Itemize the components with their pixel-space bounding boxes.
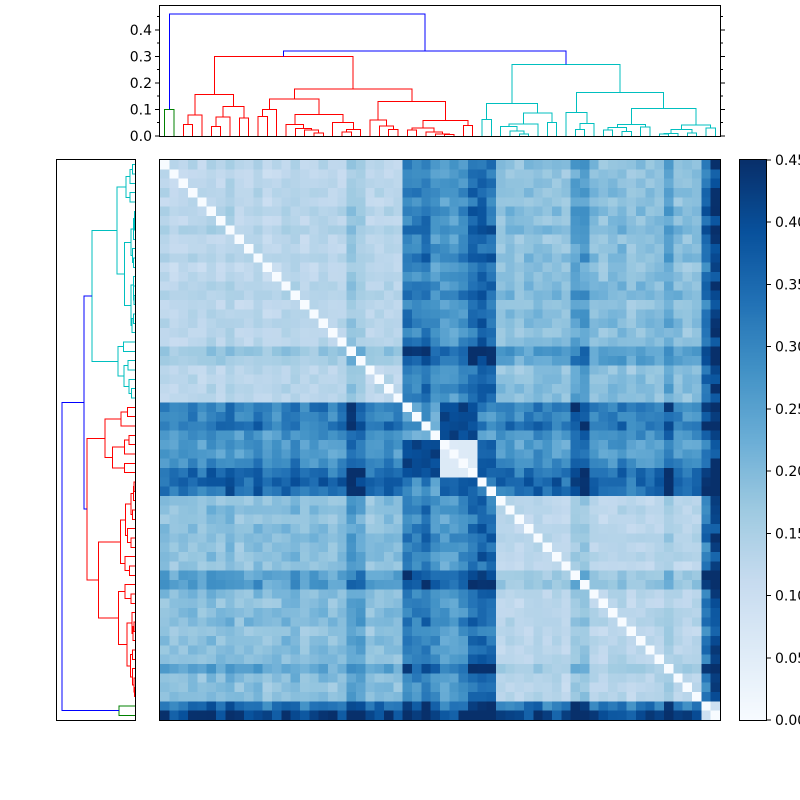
dendrogram-cluster-green <box>118 705 135 716</box>
colorbar-gradient <box>740 160 766 720</box>
top-dendrogram-panel <box>159 5 721 137</box>
ytick-label: 0.0 <box>130 129 152 145</box>
colorbar-tick-label: 0.30 <box>775 340 800 356</box>
colorbar-tick-label: 0.00 <box>775 713 800 729</box>
colorbar-panel <box>739 159 767 721</box>
left-dendrogram <box>61 164 135 716</box>
colorbar-tick-label: 0.10 <box>775 589 800 605</box>
heatmap-canvas <box>160 160 720 720</box>
dendrogram-cluster-red <box>86 406 135 698</box>
colorbar-tick-label: 0.05 <box>775 651 800 667</box>
ytick-label: 0.3 <box>130 49 152 65</box>
colorbar-tick-label: 0.25 <box>775 402 800 418</box>
ytick-label: 0.4 <box>130 23 152 39</box>
ytick-label: 0.1 <box>130 102 152 118</box>
colorbar-tick-label: 0.40 <box>775 215 800 231</box>
colorbar-tick-label: 0.45 <box>775 153 800 169</box>
dendrogram-cluster-green <box>164 109 175 136</box>
dendrogram-root-links <box>61 295 120 712</box>
ytick-label: 0.2 <box>130 76 152 92</box>
heatmap-panel <box>159 159 721 721</box>
dendrogram-cluster-cyan <box>481 63 716 136</box>
dendrogram-cluster-cyan <box>91 164 135 399</box>
colorbar-tick-label: 0.35 <box>775 277 800 293</box>
dendrogram-root-links <box>168 13 567 110</box>
dendrogram-cluster-red <box>182 55 474 136</box>
top-dendrogram <box>164 13 716 136</box>
colorbar-tick-label: 0.15 <box>775 526 800 542</box>
left-dendrogram-panel <box>56 159 136 721</box>
colorbar-tick-label: 0.20 <box>775 464 800 480</box>
